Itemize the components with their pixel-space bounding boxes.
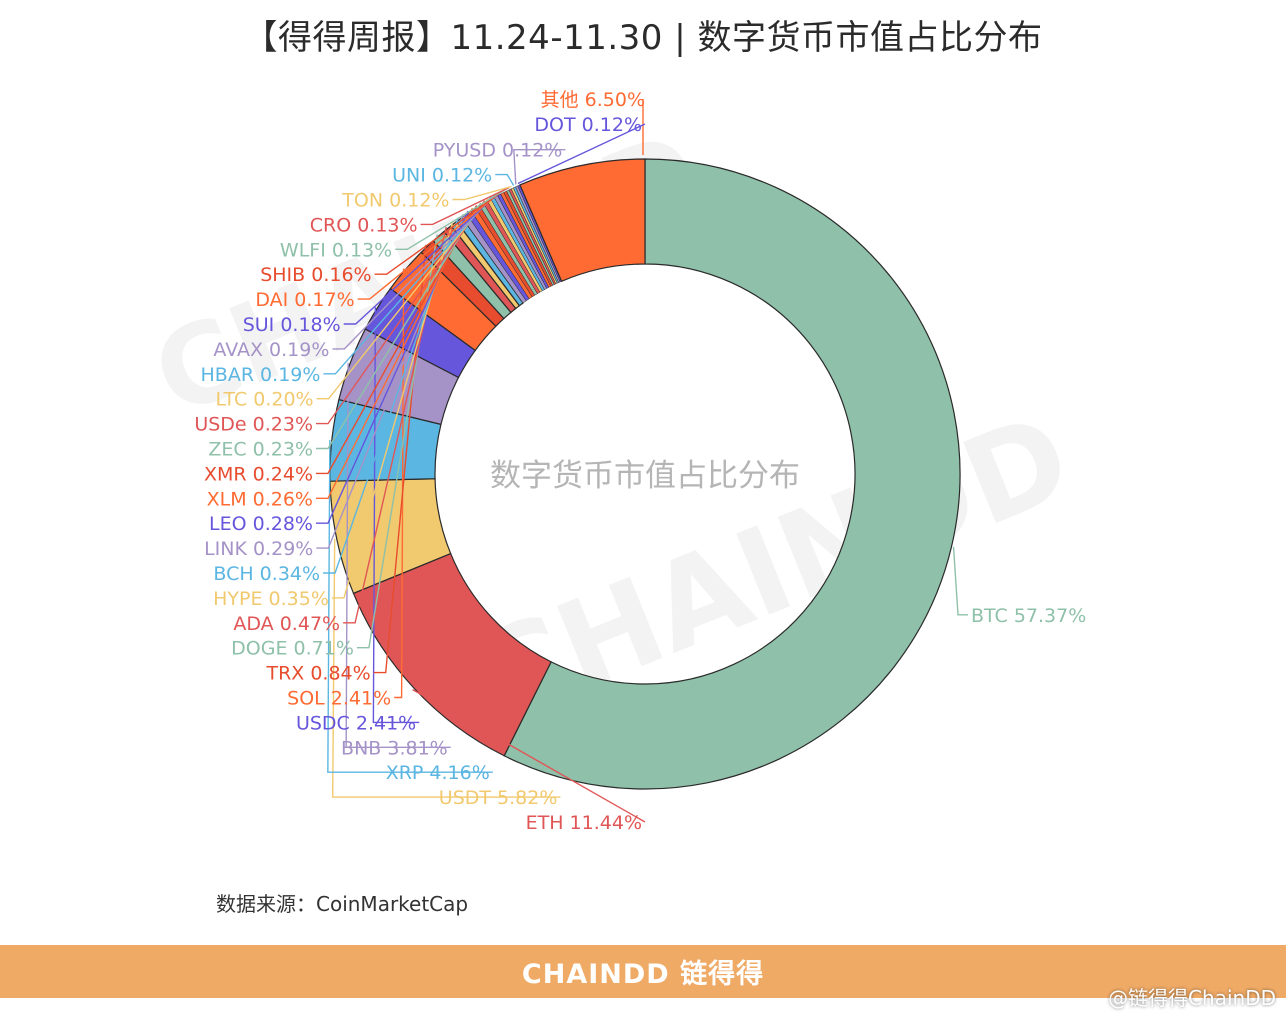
leader-line-XRP [327,439,493,773]
leader-line-LINK [316,213,464,549]
credit-text: @链得得ChainDD [1108,986,1276,1010]
slice-label-DAI: DAI 0.17% [255,289,354,311]
slice-label-USDC: USDC 2.41% [296,712,416,734]
chart-title: 【得得周报】11.24-11.30 | 数字货币市值占比分布 [243,18,1043,58]
leader-line-USDe [316,200,486,425]
leader-line-SOL [394,268,405,699]
data-source-note: 数据来源：CoinMarketCap [216,892,469,916]
leader-line-BCH [323,217,459,574]
slice-label-DOT: DOT 0.12% [534,114,642,136]
leader-line-PYUSD [513,148,566,185]
leader-line-ETH [412,688,646,823]
leader-line-HBAR [323,196,493,375]
slice-label-CRO: CRO 0.13% [310,214,418,236]
slice-label-HBAR: HBAR 0.19% [201,364,321,386]
leader-line-SUI [343,192,499,325]
leader-line-CRO [420,186,510,226]
footer-logo: CHAINDD 链得得 [521,959,765,990]
slice-label-XMR: XMR 0.24% [204,463,313,485]
slice-label-ETH: ETH 11.44% [526,812,642,834]
leader-line-SHIB [374,189,505,275]
slice-label-USDT: USDT 5.82% [439,787,558,809]
slice-label-BTC: BTC 57.37% [971,605,1086,627]
slice-label-LINK: LINK 0.29% [204,538,313,560]
slice-label-ZEC: ZEC 0.23% [208,439,313,461]
leader-line-HYPE [331,221,454,599]
leader-line-ZEC [316,202,482,450]
slice-label-SHIB: SHIB 0.16% [260,264,371,286]
leader-line-USDT [331,538,561,798]
leader-line-DAI [357,190,502,300]
slice-label-XRP: XRP 4.16% [386,762,490,784]
slice-label-TRX: TRX 0.84% [265,663,370,685]
slice-label-ADA: ADA 0.47% [233,613,340,635]
leader-line-BNB [345,362,451,748]
slice-label-LTC: LTC 0.20% [215,389,313,411]
slice-label-HYPE: HYPE 0.35% [213,588,329,610]
slice-label-其他: 其他 6.50% [541,89,645,111]
slice-label-SUI: SUI 0.18% [243,314,341,336]
leader-line-LEO [316,210,469,524]
footer-bar: CHAINDD 链得得 [0,945,1286,998]
leader-line-XLM [316,207,474,499]
leader-line-LTC [316,198,489,400]
slice-其他 [519,158,646,283]
leader-line-DOT [517,123,646,185]
slice-label-LEO: LEO 0.28% [209,513,313,535]
leader-line-BTC [952,546,968,616]
slice-label-TON: TON 0.12% [341,190,449,212]
leader-line-TON [452,185,512,201]
slice-label-UNI: UNI 0.12% [392,165,492,187]
slice-label-USDe: USDe 0.23% [194,414,313,436]
slice-label-SOL: SOL 2.41% [287,688,391,710]
slice-label-BNB: BNB 3.81% [341,737,448,759]
slice-label-AVAX: AVAX 0.19% [213,339,329,361]
slice-label-PYUSD: PYUSD 0.12% [433,140,563,162]
slice-label-XLM: XLM 0.26% [207,488,313,510]
center-label: 数字货币市值占比分布 [490,458,800,494]
leader-line-XMR [316,205,478,475]
leader-line-DOGE [356,234,438,649]
slice-label-DOGE: DOGE 0.71% [231,638,354,660]
leader-line-AVAX [332,194,496,350]
leader-line-UNI [495,173,515,186]
slice-label-WLFI: WLFI 0.13% [280,239,392,261]
leader-line-USDC [372,307,420,724]
slice-label-BCH: BCH 0.34% [213,563,320,585]
leader-line-WLFI [395,188,508,251]
donut-chart: 数字货币市值占比分布 BTC 57.37% 其他 6.50% DOT 0.12% ETH… [194,89,1086,834]
leader-line-ADA [343,226,447,624]
